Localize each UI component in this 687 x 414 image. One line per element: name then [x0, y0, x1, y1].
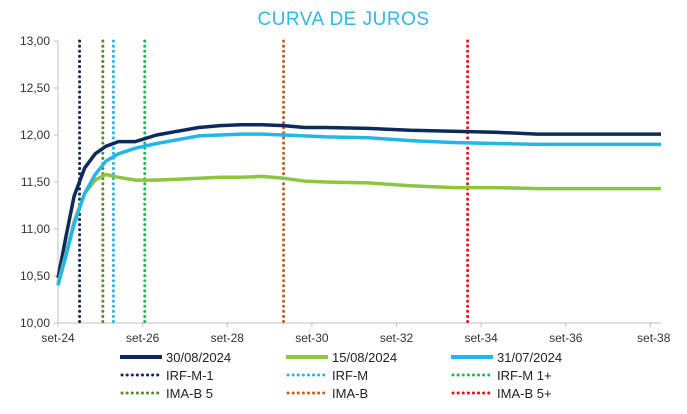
x-tick-label: set-36	[549, 331, 583, 345]
legend-label: IRF-M-1	[166, 368, 214, 383]
y-tick-label: 11,50	[21, 175, 50, 189]
series-line-30-08-2024	[56, 122, 661, 279]
legend-label: 30/08/2024	[166, 350, 231, 365]
series-line-31-07-2024	[56, 132, 661, 286]
x-tick-label: set-24	[41, 331, 75, 345]
x-tick-label: set-38	[637, 331, 671, 345]
y-tick-label: 11,00	[21, 222, 50, 236]
y-tick-label: 10,50	[20, 269, 50, 283]
y-tick-label: 12,00	[20, 128, 50, 142]
chart-title: CURVA DE JUROS	[257, 9, 429, 30]
series-line-15-08-2024	[56, 172, 661, 284]
series-lines	[56, 122, 661, 286]
legend-label: 31/07/2024	[497, 350, 562, 365]
axes: 10,00 10,50 11,00 11,50 12,00 12,50 13,00 set-2…	[20, 34, 671, 345]
y-tick-label: 12,50	[20, 81, 50, 95]
legend-label: 15/08/2024	[332, 350, 397, 365]
x-tick-label: set-26	[126, 331, 160, 345]
x-tick-label: set-32	[380, 331, 414, 345]
x-tick-label: set-34	[464, 331, 498, 345]
legend-label: IRF-M 1+	[497, 368, 552, 383]
legend-label: IMA-B	[332, 386, 368, 401]
x-tick-label: set-28	[211, 331, 245, 345]
legend-label: IRF-M	[332, 368, 368, 383]
legend-label: IMA-B 5	[166, 386, 213, 401]
reference-lines	[78, 39, 470, 325]
legend-label: IMA-B 5+	[497, 386, 552, 401]
y-tick-label: 13,00	[20, 34, 50, 48]
legend: 30/08/2024 15/08/2024 31/07/2024 IRF-M-1 IRF…	[120, 350, 562, 401]
x-tick-label: set-30	[295, 331, 329, 345]
y-tick-label: 10,00	[20, 316, 50, 330]
